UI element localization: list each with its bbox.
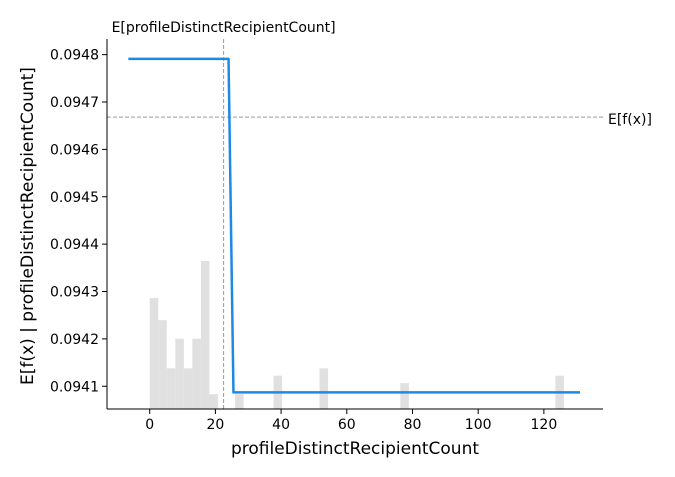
x-tick-label: 80: [404, 417, 422, 433]
histogram-bar: [209, 394, 219, 409]
histogram-bar: [400, 383, 409, 409]
histogram-bar: [319, 368, 329, 409]
x-tick-label: 60: [338, 417, 356, 433]
dependence-line: [128, 57, 581, 394]
y-tick-label: 0.0943: [50, 285, 99, 301]
histogram-bar: [149, 298, 159, 409]
x-tick-label: 40: [272, 417, 290, 433]
y-tick-label: 0.0946: [50, 142, 99, 158]
histogram-bar: [166, 368, 176, 409]
histogram-bar: [175, 338, 184, 409]
y-tick-label: 0.0948: [50, 48, 99, 64]
y-tick-label: 0.0947: [50, 95, 99, 111]
y-tick-label: 0.0942: [50, 332, 99, 348]
x-tick-label: 120: [531, 417, 558, 433]
expected-x-annotation: E[profileDistinctRecipientCount]: [112, 20, 336, 36]
x-axis-title: profileDistinctRecipientCount: [231, 439, 479, 459]
y-axis-title: E[f(x) | profileDistinctRecipientCount]: [18, 67, 38, 385]
expected-fx-annotation: E[f(x)]: [608, 112, 652, 128]
histogram-bar: [235, 394, 244, 409]
y-tick-label: 0.0944: [50, 237, 99, 253]
x-tick-label: 0: [145, 417, 154, 433]
y-tick-label: 0.0941: [50, 379, 99, 395]
histogram-bar: [158, 320, 167, 409]
histogram-bar: [183, 368, 193, 409]
histogram-bar: [200, 261, 210, 409]
y-tick-label: 0.0945: [50, 190, 99, 206]
x-tick-label: 20: [206, 417, 224, 433]
histogram-bar: [192, 338, 201, 409]
x-tick-label: 100: [465, 417, 492, 433]
